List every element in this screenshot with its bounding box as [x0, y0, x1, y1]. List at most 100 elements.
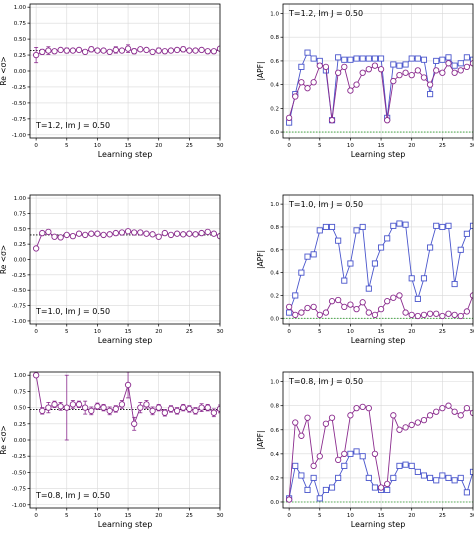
- x-tick-label: 5: [318, 143, 322, 149]
- data-point: [347, 87, 354, 94]
- y-tick-label: 0.50: [14, 406, 27, 412]
- data-point: [420, 56, 428, 63]
- data-point: [298, 432, 305, 439]
- data-point: [414, 67, 421, 74]
- data-point: [384, 298, 391, 305]
- data-point: [210, 409, 218, 416]
- data-point: [112, 46, 119, 54]
- data-point: [292, 93, 299, 100]
- panel-1: 0 5 10 15 20 25 30 -1.00 -0.75 -0.50 -0.25 0.00 0.25…: [0, 3, 224, 159]
- data-point: [322, 223, 329, 231]
- x-tick-label: 0: [34, 143, 38, 149]
- data-point: [427, 474, 434, 481]
- data-point: [463, 489, 470, 496]
- data-point: [328, 223, 336, 231]
- plot-frame: [282, 3, 474, 139]
- data-point: [88, 407, 95, 415]
- data-point: [292, 311, 299, 319]
- data-point: [469, 222, 473, 229]
- data-point: [341, 462, 348, 469]
- data-point: [155, 47, 162, 54]
- data-point: [408, 311, 415, 319]
- data-point: [69, 233, 77, 240]
- data-point: [451, 311, 458, 319]
- data-point: [316, 495, 323, 502]
- data-point: [390, 222, 397, 229]
- data-point: [359, 299, 366, 306]
- y-tick-label: 0.6: [270, 248, 279, 254]
- data-point: [451, 62, 458, 69]
- data-point: [353, 81, 360, 88]
- data-point: [310, 251, 317, 258]
- data-point: [457, 474, 464, 481]
- y-tick-label: 0.25: [14, 53, 27, 59]
- data-point: [155, 404, 162, 411]
- data-point: [402, 69, 409, 76]
- data-point: [469, 60, 473, 67]
- data-point: [316, 62, 323, 69]
- data-point: [420, 311, 428, 319]
- y-tick-label: 0.0: [270, 130, 279, 136]
- data-point: [371, 62, 379, 69]
- x-tick-label: 5: [318, 513, 322, 519]
- data-point: [316, 453, 323, 460]
- data-point: [371, 260, 378, 267]
- data-point: [328, 414, 336, 421]
- data-point: [335, 54, 342, 61]
- x-axis-label: Learning step: [98, 150, 153, 159]
- series-group: [285, 220, 473, 320]
- data-point: [445, 474, 452, 481]
- data-point: [341, 63, 348, 70]
- data-point: [204, 404, 211, 411]
- data-point: [192, 231, 199, 238]
- data-point: [396, 426, 403, 433]
- data-point: [439, 223, 446, 231]
- x-tick-label: 0: [287, 513, 291, 519]
- y-tick-label: 0.50: [14, 227, 27, 233]
- data-point: [298, 309, 305, 316]
- data-point: [173, 46, 181, 54]
- data-point: [75, 230, 83, 237]
- data-point: [347, 412, 354, 419]
- data-point: [463, 230, 470, 237]
- data-point: [75, 401, 83, 408]
- data-point: [210, 230, 218, 237]
- data-point: [298, 472, 305, 479]
- y-axis-label: Re <σ>: [0, 425, 8, 454]
- data-point: [427, 91, 434, 98]
- y-tick-label: 1.0: [270, 11, 279, 17]
- data-point: [335, 237, 342, 244]
- data-point: [186, 230, 193, 237]
- data-point: [131, 229, 138, 236]
- data-point: [402, 424, 409, 431]
- data-point: [341, 303, 348, 311]
- panel-annotation: T=0.8, Im J = 0.50: [35, 491, 110, 500]
- data-point: [94, 403, 101, 410]
- data-point: [402, 221, 409, 228]
- data-point: [414, 295, 421, 302]
- data-point: [463, 404, 471, 412]
- data-point: [180, 404, 187, 411]
- x-axis-label: Learning step: [98, 336, 153, 345]
- data-point: [216, 233, 220, 240]
- data-point: [57, 234, 64, 241]
- data-point: [408, 72, 415, 79]
- data-point: [359, 223, 366, 231]
- x-tick-label: 25: [439, 143, 446, 149]
- y-axis-label: |APF|: [256, 250, 265, 269]
- data-point: [167, 47, 175, 54]
- data-point: [328, 484, 336, 491]
- data-point: [161, 409, 168, 416]
- data-point: [433, 310, 440, 317]
- data-point: [112, 405, 119, 413]
- y-tick-label: -1.00: [12, 133, 27, 139]
- x-tick-label: 10: [347, 329, 354, 335]
- data-point: [457, 312, 464, 320]
- data-point: [94, 230, 101, 237]
- x-tick-label: 0: [287, 329, 291, 335]
- data-point: [396, 220, 403, 227]
- x-tick-label: 30: [470, 143, 474, 149]
- x-axis-label: Learning step: [351, 520, 406, 529]
- data-point: [39, 229, 46, 237]
- data-point: [439, 472, 446, 479]
